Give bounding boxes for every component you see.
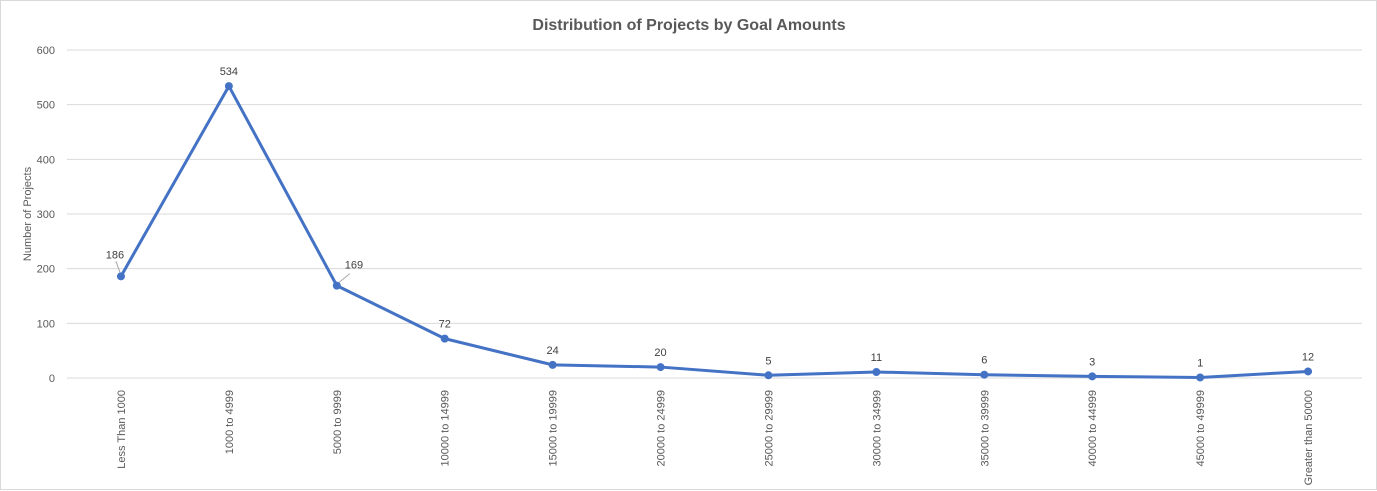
- data-label: 20: [654, 347, 666, 359]
- x-tick-label: 45000 to 49999: [1195, 390, 1207, 466]
- y-tick-label: 200: [37, 264, 55, 276]
- data-point: [116, 272, 125, 281]
- data-label: 3: [1089, 356, 1095, 368]
- data-point: [872, 367, 881, 376]
- y-tick-label: 100: [37, 318, 55, 330]
- leader-line: [115, 261, 121, 273]
- x-tick-label: 35000 to 39999: [979, 390, 991, 466]
- x-tick-label: 1000 to 4999: [224, 390, 236, 454]
- series-line-group: [119, 84, 1310, 379]
- x-tick-label: 10000 to 14999: [440, 390, 452, 466]
- gridlines: [67, 49, 1362, 379]
- data-label: 186: [106, 249, 124, 261]
- y-axis-ticks: 0 100 200 300 400 500 600: [37, 45, 55, 385]
- data-labels: 186 534 169 72 24 20 5 11 6 3 1 12: [106, 66, 1314, 369]
- data-label: 6: [981, 355, 987, 367]
- data-point: [1196, 373, 1205, 382]
- data-label: 11: [871, 352, 882, 364]
- x-axis-ticks: Less Than 1000 1000 to 4999 5000 to 9999 10…: [116, 390, 1315, 485]
- data-label: 1: [1197, 357, 1203, 369]
- data-point: [980, 370, 989, 379]
- data-label: 72: [439, 319, 451, 331]
- x-tick-label: 25000 to 29999: [763, 390, 775, 466]
- y-tick-label: 300: [37, 209, 55, 221]
- x-tick-label: 15000 to 19999: [548, 390, 560, 466]
- data-point: [548, 360, 557, 369]
- data-label: 12: [1302, 351, 1314, 363]
- data-point: [656, 363, 665, 372]
- data-points: [116, 82, 1313, 382]
- series-line: [119, 84, 1310, 379]
- y-tick-label: 0: [49, 373, 55, 385]
- data-point: [1088, 372, 1097, 381]
- x-tick-label: 30000 to 34999: [871, 390, 883, 466]
- data-point: [440, 334, 449, 343]
- x-tick-label: Less Than 1000: [116, 390, 128, 469]
- data-point: [1304, 367, 1313, 376]
- data-label: 24: [547, 345, 559, 357]
- data-point: [332, 281, 341, 290]
- y-axis-label: Number of Projects: [22, 166, 34, 261]
- data-label: 534: [220, 66, 238, 78]
- y-tick-label: 500: [37, 100, 55, 112]
- x-tick-label: 20000 to 24999: [656, 390, 668, 466]
- x-tick-label: Greater than 50000: [1303, 390, 1315, 485]
- chart-title: Distribution of Projects by Goal Amounts: [532, 17, 845, 34]
- data-point: [764, 371, 773, 380]
- data-point: [224, 82, 233, 91]
- y-tick-label: 600: [37, 45, 55, 57]
- y-tick-label: 400: [37, 154, 55, 166]
- leader-line: [338, 273, 351, 284]
- x-tick-label: 40000 to 44999: [1087, 390, 1099, 466]
- data-label: 169: [345, 260, 363, 272]
- data-label: 5: [765, 355, 771, 367]
- x-tick-label: 5000 to 9999: [332, 390, 344, 454]
